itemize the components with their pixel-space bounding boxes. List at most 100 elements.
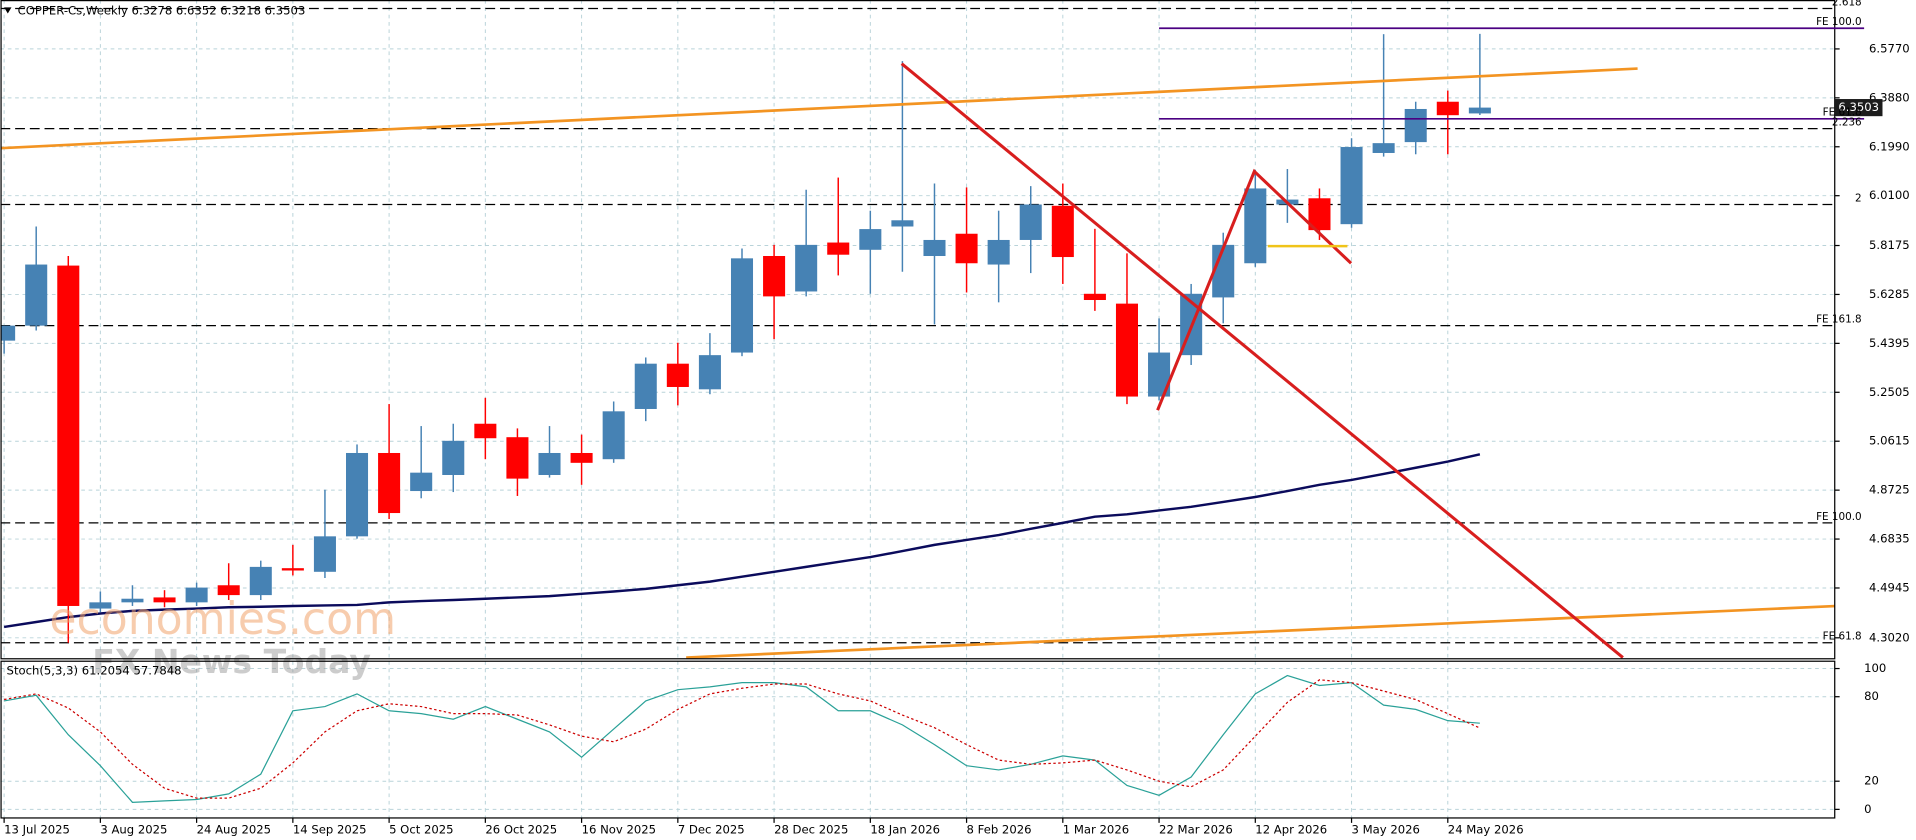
candle-body [795,244,818,292]
candle-body [1340,147,1363,225]
stochastic-pane-frame [0,660,1836,819]
stochastic-line [4,674,1480,803]
candle-body [185,587,208,603]
level-label: FE 100.0 [1816,511,1862,523]
candle-body [538,452,561,475]
y-tick-label: 4.6835 [1869,532,1910,546]
candle-body [570,452,593,463]
candle-body [634,363,657,409]
level-label: 2.236 [1832,117,1862,129]
candle-body [281,568,304,571]
candle-body [827,242,850,255]
channel-lower [686,604,1835,659]
candle-body [89,602,112,609]
x-tick-label: 26 Oct 2025 [485,823,557,837]
y-tick-label: 4.4945 [1869,580,1910,594]
candle-body [249,566,272,596]
x-tick-label: 28 Dec 2025 [774,823,848,837]
level-label: FE 61.8 [1823,107,1862,119]
candle-body [313,536,336,572]
x-tick-label: 24 May 2026 [1448,823,1524,837]
candle-body [1404,108,1427,143]
y-tick-label: 5.8175 [1869,238,1910,252]
x-tick-label: 18 Jan 2026 [870,823,940,837]
candle-body [698,355,721,390]
x-tick-label: 3 Aug 2025 [100,823,167,837]
candle-body [987,239,1010,265]
candle-body [121,598,144,603]
trend-line [900,62,1624,659]
candle-body [57,265,80,606]
level-label: FE 100.0 [1816,16,1862,28]
y-tick-label: 6.0100 [1869,188,1910,202]
watermark-brand: economies.com [49,594,396,645]
y-tick-label: 4.3020 [1869,630,1910,644]
x-tick-label: 1 Mar 2026 [1063,823,1129,837]
x-tick-label: 3 May 2026 [1352,823,1420,837]
stochastic-line [4,679,1481,799]
candle-body [1468,107,1491,114]
level-label: FE 161.8 [1816,314,1862,326]
candle-body [1244,188,1267,264]
candle-body [602,411,625,460]
candle-body [1115,303,1138,397]
candle-body [955,233,978,264]
price-pane [0,7,1835,644]
y-tick-label: 6.5770 [1869,41,1910,55]
candle-body [346,452,369,537]
y-tick-label: 4.8725 [1869,483,1910,497]
moving-average [3,453,1481,629]
candle-body [666,363,689,387]
x-tick-label: 12 Apr 2026 [1255,823,1327,837]
x-tick-label: 7 Dec 2025 [678,823,745,837]
x-tick-label: 16 Nov 2025 [582,823,656,837]
y-tick-label: 0 [1864,802,1871,816]
current-price-label: 6.3503 [1838,100,1879,114]
candle-body [410,472,433,492]
candle-body [1051,205,1074,258]
candle-body [442,440,465,475]
candle-body [730,258,754,353]
y-tick-label: 80 [1864,689,1879,703]
candle-body [153,597,176,603]
candle-body [474,423,497,439]
candle-body [1148,352,1171,397]
candle-body [1372,143,1395,153]
candle-body [763,256,786,297]
candle-body [25,264,48,326]
stochastic-title: Stoch(5,3,3) 61.2054 57.7848 [7,664,182,678]
axes: 13 Jul 2025 3 Aug 2025 24 Aug 2025 14 Sep 2… [3,41,1910,837]
x-tick-label: 22 Mar 2026 [1159,823,1233,837]
drawings [0,62,1835,659]
candle-body [217,585,240,596]
stochastic-pane [4,674,1481,803]
level-label: 2.618 [1832,0,1862,8]
x-tick-label: 8 Feb 2026 [967,823,1032,837]
candle-body [378,452,401,514]
level-label: 2 [1855,192,1862,204]
candle-body [891,220,914,227]
y-tick-label: 5.2505 [1869,385,1910,399]
y-tick-label: 20 [1864,774,1879,788]
x-tick-label: 13 Jul 2025 [4,823,70,837]
candle-body [859,229,882,250]
x-tick-label: 24 Aug 2025 [197,823,271,837]
zigzag [1156,168,1353,411]
candle-body [0,325,16,341]
y-tick-label: 5.4395 [1869,336,1910,350]
channel-upper [0,67,1638,150]
grid-layer [0,0,1835,818]
candle-body [1436,101,1459,116]
level-label: FE 61.8 [1823,631,1862,643]
x-tick-label: 14 Sep 2025 [293,823,367,837]
menu-icon[interactable] [4,7,12,14]
y-tick-label: 100 [1864,661,1886,675]
x-tick-label: 5 Oct 2025 [389,823,453,837]
y-tick-label: 5.0615 [1869,434,1910,448]
y-tick-label: 5.6285 [1869,287,1910,301]
candle-body [923,239,946,257]
candle-body [1083,293,1106,301]
symbol-header: COPPER-Cs,Weekly 6.3278 6.6352 6.3218 6.… [18,4,306,18]
